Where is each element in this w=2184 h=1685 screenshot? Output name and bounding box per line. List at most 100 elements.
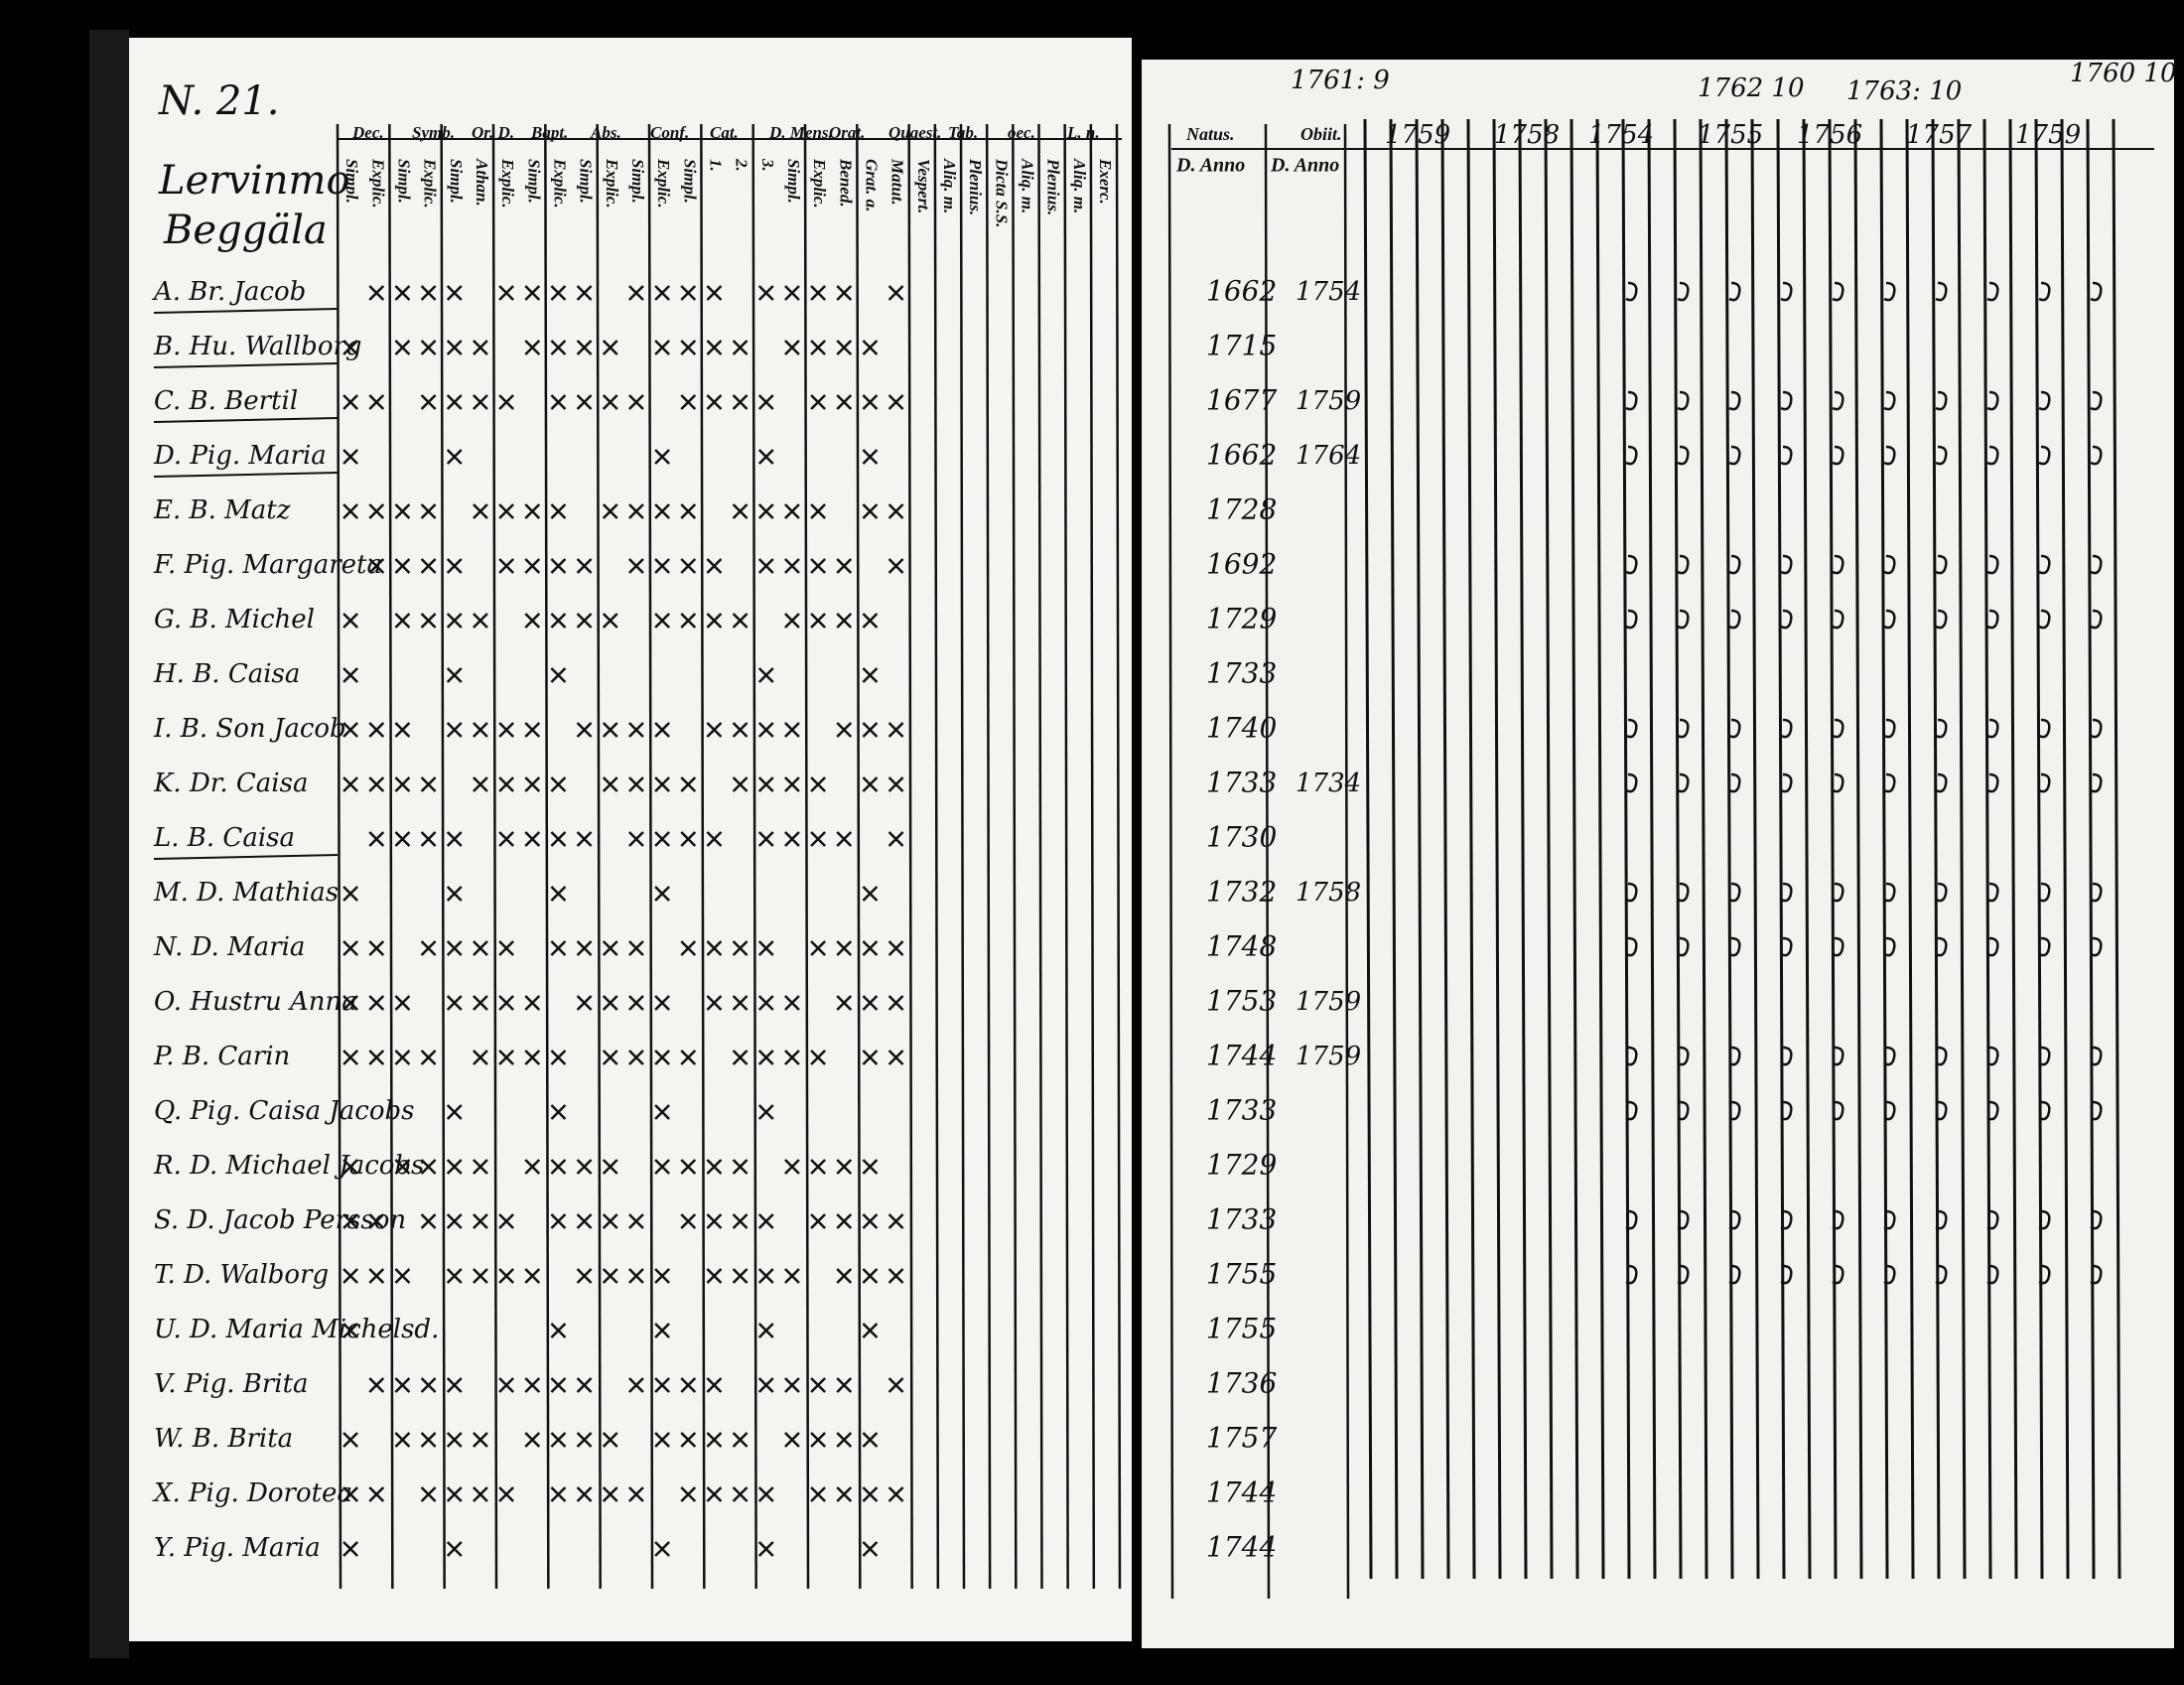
- check-mark: [342, 886, 358, 902]
- check-mark: [836, 340, 853, 355]
- check-mark: [342, 722, 358, 738]
- check-mark: [628, 995, 644, 1011]
- check-mark: [757, 1268, 774, 1284]
- check-mark: [576, 995, 593, 1011]
- check-mark: [810, 1050, 826, 1065]
- check-mark: [654, 1268, 670, 1284]
- check-mark: [706, 1159, 723, 1175]
- note-mark: [1728, 1264, 1741, 1285]
- check-mark: [602, 995, 618, 1011]
- row-label: F. Pig. Margareta: [153, 550, 382, 580]
- check-mark: [524, 995, 541, 1011]
- note-mark: [1625, 882, 1638, 903]
- check-mark: [732, 1050, 749, 1065]
- check-mark: [550, 1323, 567, 1338]
- check-mark: [628, 776, 644, 792]
- note-mark: [1677, 936, 1690, 957]
- check-mark: [524, 831, 541, 847]
- note-mark: [1986, 772, 1999, 793]
- column-rule: [596, 123, 602, 1590]
- check-mark: [394, 831, 411, 847]
- note-mark: [1728, 1209, 1741, 1230]
- check-mark: [732, 1268, 749, 1284]
- check-mark: [342, 1432, 358, 1448]
- column-rule: [1363, 118, 1373, 1580]
- column-subheader: Plenius.: [966, 158, 985, 215]
- column-header: Symb.: [412, 123, 455, 142]
- row-label: K. Dr. Caisa: [153, 769, 308, 798]
- column-rule: [1647, 118, 1657, 1580]
- check-mark: [732, 1159, 749, 1175]
- note-mark: [1832, 609, 1844, 630]
- column-header: Quaest.: [888, 123, 941, 142]
- note-mark: [1935, 1046, 1948, 1066]
- check-mark: [368, 776, 385, 792]
- check-mark: [498, 722, 514, 738]
- note-mark: [1677, 445, 1690, 466]
- note-mark: [1935, 772, 1948, 793]
- column-rule: [2008, 118, 2018, 1580]
- check-mark: [810, 1213, 826, 1229]
- check-mark: [706, 285, 723, 301]
- check-mark: [810, 1432, 826, 1448]
- row-label: O. Hustru Anna: [154, 987, 357, 1017]
- check-mark: [550, 776, 567, 792]
- check-mark: [836, 558, 853, 574]
- check-mark: [446, 722, 463, 738]
- check-mark: [446, 940, 463, 956]
- column-subheader: Simpl.: [628, 159, 647, 204]
- check-mark: [862, 667, 879, 683]
- note-mark: [1883, 554, 1896, 575]
- year-header: 1754: [1588, 120, 1654, 150]
- column-header: Obiit.: [1300, 124, 1342, 144]
- check-mark: [602, 1432, 618, 1448]
- column-rule: [751, 123, 757, 1590]
- row-label: Y. Pig. Maria: [154, 1533, 321, 1563]
- column-subheader: 1.: [707, 159, 726, 172]
- check-mark: [473, 503, 488, 519]
- note-mark: [1935, 882, 1948, 903]
- check-mark: [550, 940, 567, 956]
- note-mark: [2038, 609, 2051, 630]
- note-mark: [1883, 882, 1896, 903]
- check-mark: [757, 394, 774, 410]
- note-mark: [1935, 936, 1948, 957]
- check-mark: [473, 1268, 488, 1284]
- check-mark: [628, 394, 644, 410]
- check-mark: [446, 558, 463, 574]
- check-mark: [473, 1432, 488, 1448]
- check-mark: [862, 1268, 879, 1284]
- birth-year: 1748: [1206, 930, 1277, 963]
- check-mark: [732, 1213, 749, 1229]
- check-mark: [784, 1432, 800, 1448]
- check-mark: [784, 722, 800, 738]
- check-mark: [473, 940, 488, 956]
- check-mark: [342, 776, 358, 792]
- note-mark: [1728, 936, 1741, 957]
- note-mark: [2090, 718, 2103, 739]
- check-mark: [706, 831, 723, 847]
- note-mark: [2038, 882, 2051, 903]
- column-rule: [1699, 118, 1708, 1580]
- check-mark: [576, 1268, 593, 1284]
- check-mark: [757, 1104, 774, 1120]
- check-mark: [524, 503, 541, 519]
- note-mark: [1625, 772, 1638, 793]
- check-mark: [550, 285, 567, 301]
- check-mark: [342, 1486, 358, 1502]
- check-mark: [836, 1432, 853, 1448]
- check-mark: [576, 831, 593, 847]
- check-mark: [706, 1486, 723, 1502]
- check-mark: [654, 1377, 670, 1393]
- check-mark: [836, 1159, 853, 1175]
- note-mark: [2038, 554, 2051, 575]
- check-mark: [757, 1541, 774, 1557]
- check-mark: [473, 995, 488, 1011]
- column-rule: [1115, 123, 1122, 1590]
- check-mark: [576, 1432, 593, 1448]
- check-mark: [680, 558, 697, 574]
- birth-year: 1732: [1206, 876, 1277, 909]
- note-mark: [1832, 772, 1844, 793]
- check-mark: [732, 503, 749, 519]
- note-mark: [1677, 390, 1690, 411]
